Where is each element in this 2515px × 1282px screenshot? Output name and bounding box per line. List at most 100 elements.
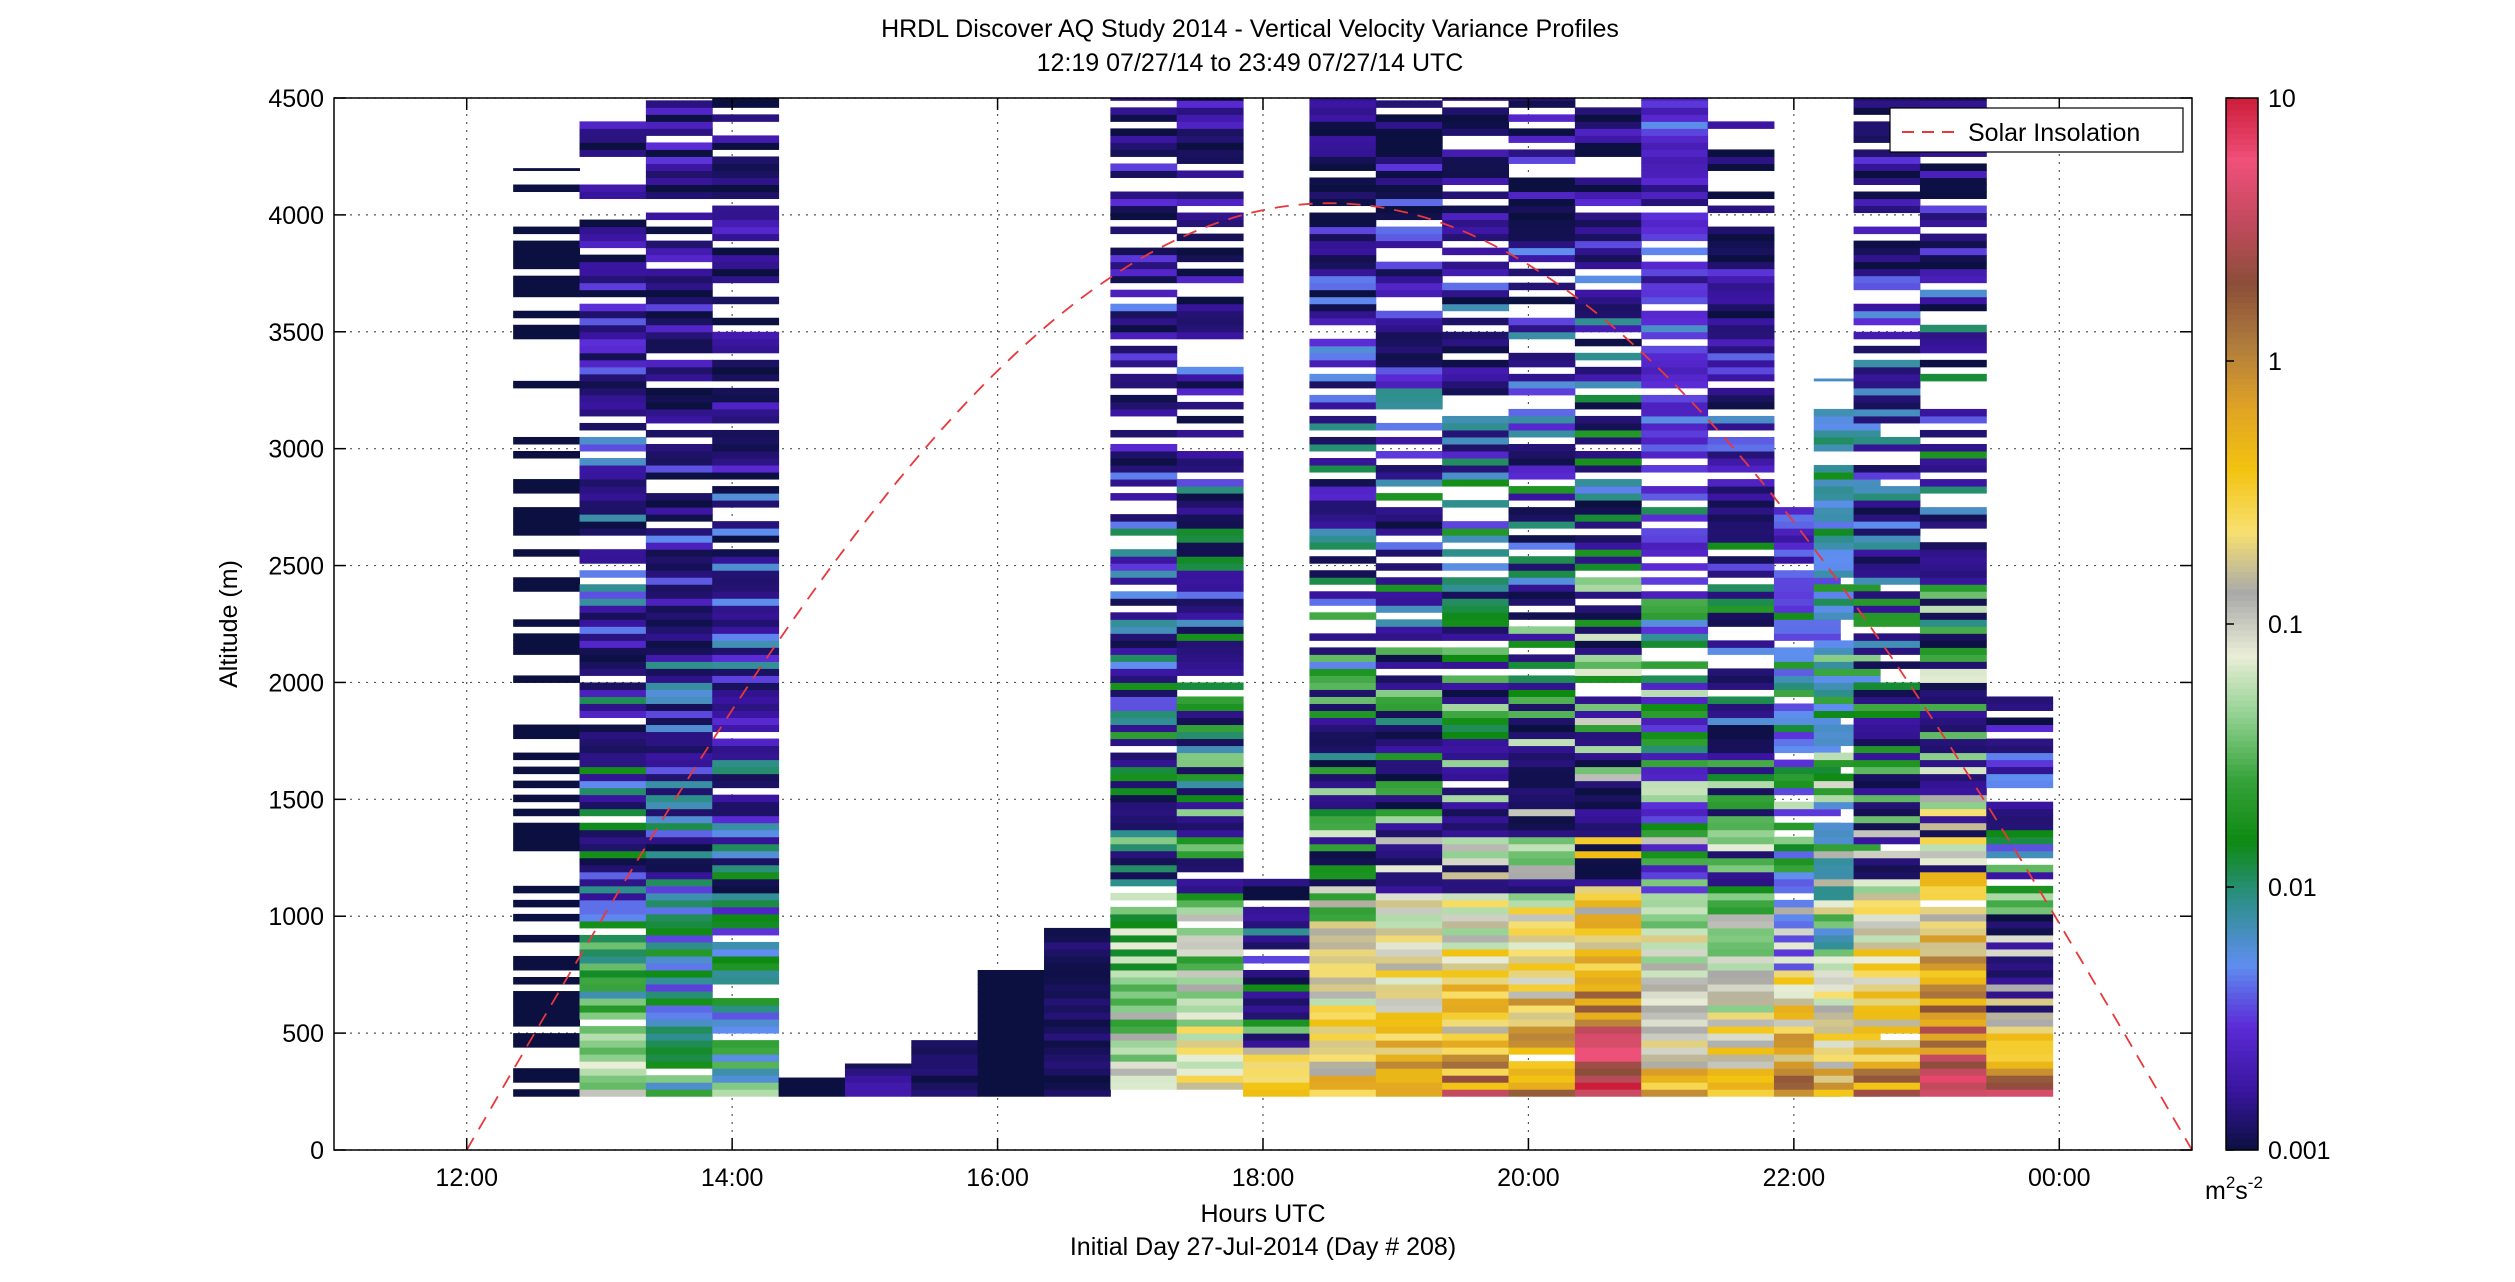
profile-bin xyxy=(1773,836,1841,845)
profile-bin xyxy=(1707,556,1775,564)
profile-bin xyxy=(579,836,647,845)
profile-bin xyxy=(1707,759,1775,768)
profile-bin xyxy=(645,1026,713,1034)
profile-bin xyxy=(1773,731,1841,740)
profile-bin xyxy=(1853,570,1921,578)
profile-bin xyxy=(1773,507,1841,515)
y-tick-label-7: 3500 xyxy=(268,319,324,347)
colorbar-segment xyxy=(2226,875,2258,882)
profile-bin xyxy=(1641,247,1709,256)
profile-bin xyxy=(1986,759,2054,768)
colorbar-segment xyxy=(2226,635,2258,643)
profile-bin xyxy=(1375,261,1443,270)
profile-bin xyxy=(1176,598,1244,606)
profile-bin xyxy=(1773,766,1841,775)
profile-bin xyxy=(1442,759,1510,768)
profile-bin xyxy=(1508,563,1576,571)
profile-bin xyxy=(1773,605,1841,613)
profile-bin xyxy=(1309,829,1377,838)
colorbar-segment xyxy=(2226,355,2258,362)
profile-bin xyxy=(1375,1005,1443,1013)
profile-bin xyxy=(1176,612,1244,620)
profile-bin xyxy=(1309,1019,1377,1027)
profile-bin xyxy=(1110,675,1178,683)
profile-bin xyxy=(1442,528,1510,536)
profile-bin xyxy=(712,591,780,599)
profile-bin xyxy=(1375,317,1443,326)
profile-bin xyxy=(645,717,713,726)
profile-bin xyxy=(1641,591,1709,599)
profile-bin xyxy=(1176,1040,1244,1048)
profile-bin xyxy=(1176,962,1244,971)
colorbar-segment xyxy=(2226,209,2258,216)
profile-bin xyxy=(1508,1075,1576,1083)
profile-bin xyxy=(1176,156,1244,164)
profile-bin xyxy=(1508,359,1576,368)
profile-bin xyxy=(1375,436,1443,445)
profile-bin xyxy=(1375,521,1443,529)
profile-column-7 xyxy=(977,969,1045,1097)
profile-bin xyxy=(513,310,581,319)
profile-bin xyxy=(712,1068,780,1076)
profile-bin xyxy=(1919,991,1987,999)
profile-bin xyxy=(579,885,647,894)
profile-bin xyxy=(1707,773,1775,782)
profile-bin xyxy=(1853,780,1921,789)
profile-bin xyxy=(1574,1026,1642,1034)
profile-bin xyxy=(513,913,581,922)
profile-bin xyxy=(1574,991,1642,999)
colorbar-segment xyxy=(2226,396,2258,403)
profile-bin xyxy=(1919,261,1987,270)
profile-bin xyxy=(1044,1012,1111,1020)
profile-bin xyxy=(1442,479,1510,487)
profile-bin xyxy=(1442,689,1510,697)
profile-bin xyxy=(579,1026,647,1034)
profile-bin xyxy=(1375,191,1443,200)
profile-bin xyxy=(1110,780,1178,789)
profile-bin xyxy=(1813,1040,1881,1048)
profile-bin xyxy=(1375,352,1443,361)
profile-bin xyxy=(1176,605,1244,613)
profile-bin xyxy=(1375,1089,1443,1097)
profile-bin xyxy=(1986,969,2054,978)
profile-bin xyxy=(1853,962,1921,971)
profile-bin xyxy=(1243,1054,1310,1062)
colorbar-segment xyxy=(2226,401,2258,409)
profile-bin xyxy=(579,864,647,873)
profile-bin xyxy=(911,1054,979,1062)
profile-bin xyxy=(1574,366,1642,375)
profile-bin xyxy=(1176,1068,1244,1076)
profile-bin xyxy=(1574,289,1642,298)
profile-bin xyxy=(1309,184,1377,193)
profile-bin xyxy=(1309,1061,1377,1069)
profile-bin xyxy=(1813,829,1881,838)
profile-bin xyxy=(1641,507,1709,515)
profile-bin xyxy=(1919,577,1987,585)
colorbar-unit-sup1: 2 xyxy=(2226,1173,2235,1192)
colorbar-segment xyxy=(2226,448,2258,456)
profile-bin xyxy=(1641,408,1709,417)
profile-bin xyxy=(1707,479,1775,487)
profile-bin xyxy=(513,331,581,340)
profile-bin xyxy=(1853,275,1921,284)
profile-bin xyxy=(1176,170,1244,178)
profile-bin xyxy=(1574,352,1642,361)
profile-bin xyxy=(1110,815,1178,824)
profile-bin xyxy=(645,542,713,550)
profile-bin xyxy=(1176,738,1244,747)
profile-bin xyxy=(1309,486,1377,494)
profile-bin xyxy=(1375,871,1443,880)
profile-bin xyxy=(1574,724,1642,733)
colorbar-tick-label-2: 0.1 xyxy=(2268,611,2303,639)
profile-bin xyxy=(645,612,713,620)
profile-column-22 xyxy=(1919,98,1987,1097)
profile-bin xyxy=(645,927,713,936)
profile-bin xyxy=(1574,612,1642,620)
profile-bin xyxy=(1574,619,1642,627)
profile-bin xyxy=(1508,247,1576,256)
profile-bin xyxy=(1044,1033,1111,1041)
profile-bin xyxy=(1813,1012,1881,1020)
profile-bin xyxy=(1309,731,1377,740)
profile-bin xyxy=(1508,780,1576,789)
profile-bin xyxy=(1375,717,1443,726)
